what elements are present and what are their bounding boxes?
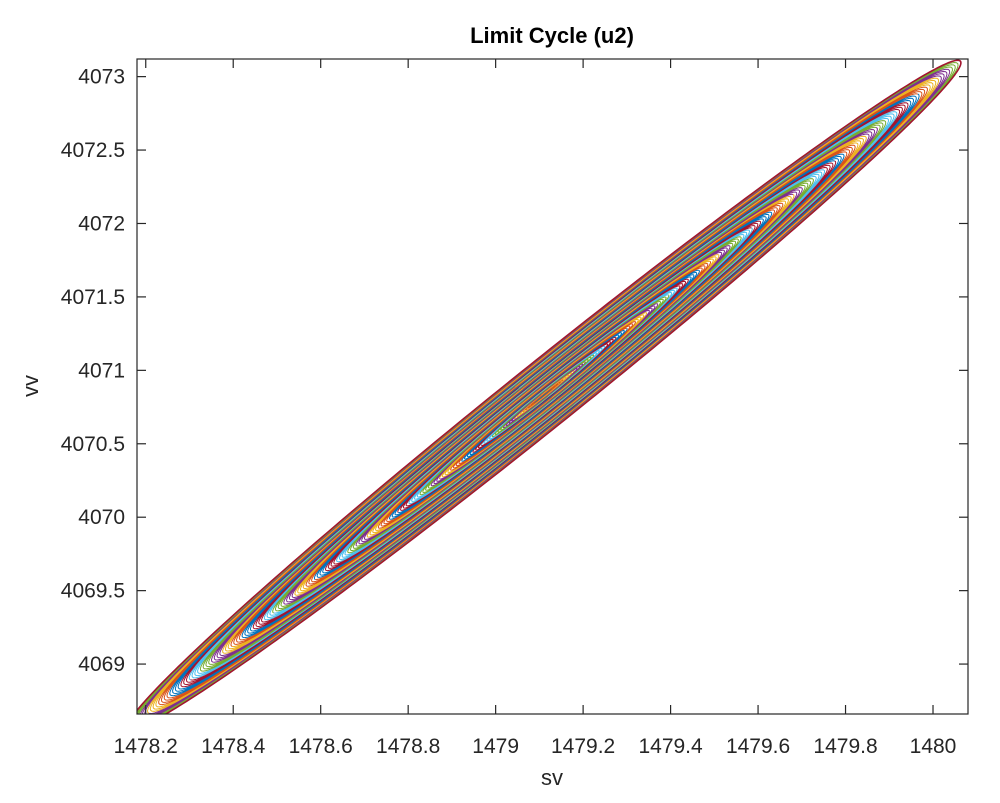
trajectory-curves (137, 59, 962, 714)
plot-area-frame (136, 58, 969, 715)
y-tick-label: 4073 (78, 66, 125, 89)
y-tick-label: 4072.5 (61, 139, 125, 162)
x-tick-label: 1480 (910, 735, 957, 758)
x-axis-ticks: 1478.2 1478.4 1478.6 1478.8 1479 1479.2 1479.4… (114, 59, 957, 758)
x-tick-label: 1479 (472, 735, 519, 758)
chart-title: Limit Cycle (u2) (470, 23, 634, 48)
y-tick-label: 4069.5 (61, 580, 125, 603)
x-axis-label: sv (541, 765, 563, 790)
y-tick-label: 4070.5 (61, 433, 125, 456)
y-tick-label: 4071 (78, 359, 125, 382)
x-tick-label: 1478.8 (376, 735, 440, 758)
y-axis-label: vv (18, 375, 43, 397)
y-tick-label: 4072 (78, 212, 125, 235)
limit-cycle-orbit (137, 59, 962, 714)
y-tick-label: 4069 (78, 653, 125, 676)
y-axis-ticks: 4069 4069.5 4070 4070.5 4071 4071.5 4072 4072.5… (61, 66, 968, 676)
x-tick-label: 1479.8 (813, 735, 877, 758)
x-tick-label: 1478.6 (289, 735, 353, 758)
x-tick-label: 1478.4 (201, 735, 266, 758)
x-tick-label: 1478.2 (114, 735, 178, 758)
y-tick-label: 4071.5 (61, 286, 125, 309)
x-tick-label: 1479.2 (551, 735, 615, 758)
x-tick-label: 1479.4 (638, 735, 703, 758)
y-tick-label: 4070 (78, 506, 125, 529)
x-tick-label: 1479.6 (726, 735, 790, 758)
